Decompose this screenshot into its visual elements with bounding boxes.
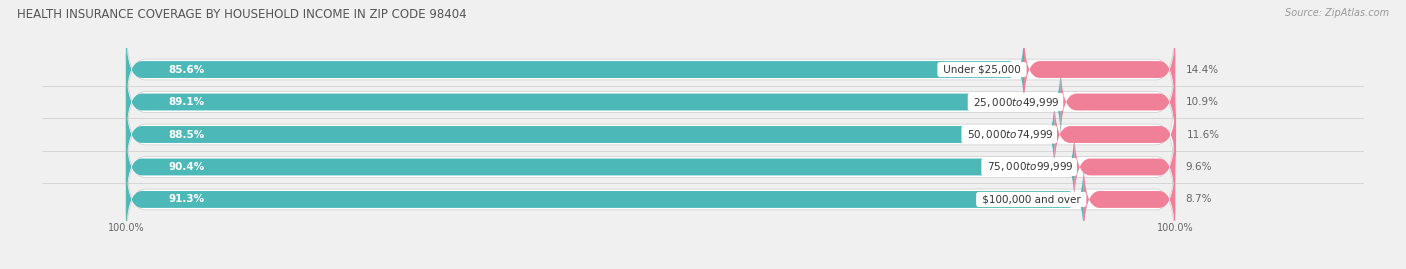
Text: Under $25,000: Under $25,000	[941, 65, 1024, 75]
Text: 8.7%: 8.7%	[1185, 194, 1212, 204]
FancyBboxPatch shape	[127, 22, 1175, 118]
FancyBboxPatch shape	[127, 62, 1060, 142]
Text: 88.5%: 88.5%	[169, 129, 204, 140]
Text: 89.1%: 89.1%	[169, 97, 204, 107]
FancyBboxPatch shape	[1054, 94, 1175, 175]
FancyBboxPatch shape	[127, 54, 1175, 150]
FancyBboxPatch shape	[1074, 127, 1175, 207]
FancyBboxPatch shape	[127, 29, 1024, 110]
FancyBboxPatch shape	[127, 127, 1074, 207]
Text: 10.9%: 10.9%	[1185, 97, 1219, 107]
FancyBboxPatch shape	[127, 86, 1175, 183]
Text: $50,000 to $74,999: $50,000 to $74,999	[965, 128, 1054, 141]
FancyBboxPatch shape	[1024, 29, 1175, 110]
Text: $100,000 and over: $100,000 and over	[979, 194, 1084, 204]
Text: Source: ZipAtlas.com: Source: ZipAtlas.com	[1285, 8, 1389, 18]
Text: 85.6%: 85.6%	[169, 65, 204, 75]
Text: 14.4%: 14.4%	[1185, 65, 1219, 75]
FancyBboxPatch shape	[1084, 159, 1175, 240]
Text: $75,000 to $99,999: $75,000 to $99,999	[984, 161, 1074, 174]
FancyBboxPatch shape	[127, 94, 1054, 175]
Text: 11.6%: 11.6%	[1187, 129, 1219, 140]
FancyBboxPatch shape	[127, 119, 1175, 215]
FancyBboxPatch shape	[127, 151, 1175, 247]
Text: HEALTH INSURANCE COVERAGE BY HOUSEHOLD INCOME IN ZIP CODE 98404: HEALTH INSURANCE COVERAGE BY HOUSEHOLD I…	[17, 8, 467, 21]
Text: $25,000 to $49,999: $25,000 to $49,999	[970, 95, 1060, 108]
Text: 90.4%: 90.4%	[169, 162, 204, 172]
Text: 91.3%: 91.3%	[169, 194, 204, 204]
FancyBboxPatch shape	[1060, 62, 1175, 142]
FancyBboxPatch shape	[127, 159, 1084, 240]
Text: 9.6%: 9.6%	[1185, 162, 1212, 172]
